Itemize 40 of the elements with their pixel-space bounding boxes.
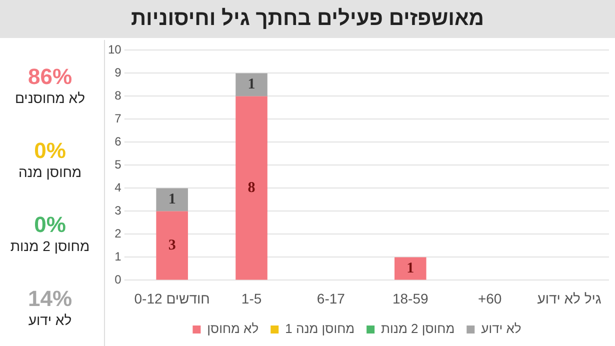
data-label: 1 bbox=[168, 192, 176, 208]
text: 14% bbox=[26, 286, 74, 312]
legend-label: לא ידוע bbox=[481, 321, 522, 336]
y-tick-label: 6 bbox=[114, 134, 122, 149]
x-tick-label: גיל לא ידוע bbox=[537, 290, 602, 306]
bar bbox=[236, 73, 268, 96]
y-tick-label: 5 bbox=[114, 158, 122, 172]
x-tick-label: +60 bbox=[478, 290, 502, 306]
data-label: 3 bbox=[168, 237, 176, 254]
y-tick-label: 10 bbox=[108, 42, 122, 57]
x-tick-label: 1-5 bbox=[241, 290, 262, 306]
x-tick-label: 0-12 חודשים bbox=[134, 290, 210, 306]
text: מחוסן 2 מנות bbox=[9, 238, 91, 254]
legend-label: מחוסן מנה 1 bbox=[285, 321, 355, 336]
x-tick-label: 6-17 bbox=[316, 290, 346, 306]
text: 86% bbox=[26, 64, 74, 90]
legend-label: מחוסן 2 מנות bbox=[381, 321, 455, 336]
y-tick-label: 0 bbox=[114, 272, 122, 287]
bar bbox=[156, 188, 188, 212]
text: לא מחוסנים bbox=[14, 90, 86, 106]
y-tick-label: 3 bbox=[114, 204, 122, 218]
bar bbox=[156, 211, 188, 280]
y-tick-label: 2 bbox=[114, 226, 122, 241]
text: 0% bbox=[33, 212, 67, 238]
bar bbox=[236, 96, 268, 280]
bar bbox=[394, 257, 426, 280]
y-tick-label: 7 bbox=[114, 112, 122, 126]
text: מחוסן מנה bbox=[17, 164, 83, 180]
y-tick-label: 1 bbox=[114, 250, 122, 264]
text: לא ידוע bbox=[27, 312, 73, 328]
data-label: 8 bbox=[248, 180, 256, 196]
y-tick-label: 9 bbox=[114, 66, 122, 80]
chart-title: מאושפזים פעילים בחתך גיל וחיסוניות bbox=[0, 0, 615, 38]
data-label: 1 bbox=[248, 76, 256, 93]
y-tick-label: 8 bbox=[114, 88, 122, 103]
legend-label: לא מחוסן bbox=[207, 321, 259, 336]
x-tick-label: 18-59 bbox=[392, 290, 429, 306]
data-label: 1 bbox=[406, 260, 414, 276]
y-tick-label: 4 bbox=[114, 180, 122, 195]
text: 0% bbox=[33, 138, 67, 164]
